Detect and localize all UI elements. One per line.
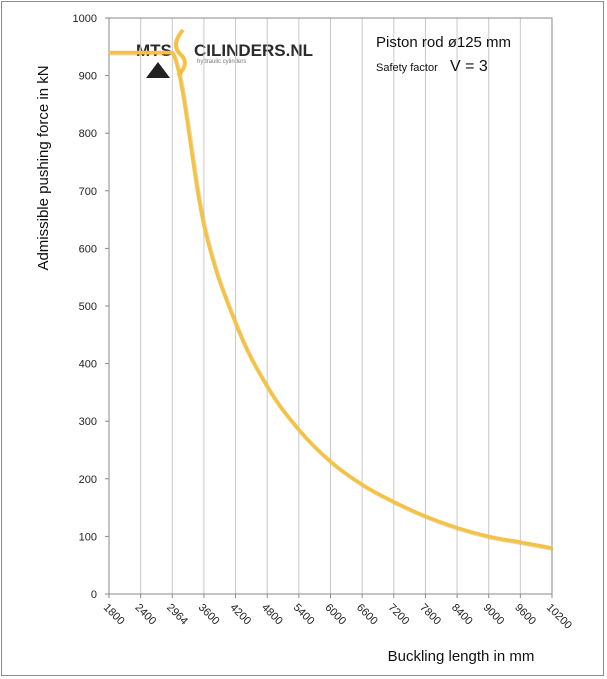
annotation-safety-value: V = 3 — [450, 58, 488, 75]
y-tick-label: 600 — [79, 243, 97, 255]
logo-subtitle: hydraulic cylinders — [197, 59, 246, 65]
y-tick-label: 100 — [79, 531, 97, 543]
series-point — [171, 52, 173, 54]
series-point — [203, 224, 205, 226]
y-tick-label: 400 — [79, 359, 97, 371]
y-tick-label: 300 — [79, 416, 97, 428]
x-tick-labels: 1800 2400 2964 3600 4200 4800 5400 6000 6600 7200… — [101, 594, 574, 632]
series-point — [456, 527, 458, 529]
series-line-shadow — [110, 51, 554, 551]
series-point — [330, 461, 331, 463]
y-tick-label: 900 — [79, 71, 97, 83]
series-point — [108, 52, 110, 54]
x-tick-label: 7800 — [417, 602, 443, 628]
x-tick-label: 2400 — [133, 602, 159, 628]
series-point — [266, 386, 268, 388]
x-tick-label: 4200 — [227, 602, 253, 628]
x-tick-label: 6000 — [322, 602, 348, 628]
series-point — [235, 322, 237, 324]
series-point — [519, 541, 521, 543]
logo-right-text: CILINDERS.NL — [194, 41, 313, 60]
series-point — [298, 429, 300, 431]
series-point — [551, 547, 553, 549]
series-line — [109, 50, 553, 550]
company-logo: MTS CILINDERS.NL hydraulic cylinders — [136, 28, 313, 78]
x-tick-label: 7200 — [386, 602, 412, 628]
logo-triangle-icon — [146, 62, 170, 78]
logo-left-text: MTS — [136, 41, 172, 60]
y-tick-labels: 0 100 200 300 400 500 600 700 800 900 1000 — [73, 13, 109, 601]
series-point — [393, 501, 395, 503]
x-tick-label: 3600 — [196, 602, 222, 628]
x-tick-label: 4800 — [259, 602, 285, 628]
y-tick-label: 800 — [79, 128, 97, 140]
logo-swoosh-icon — [174, 28, 187, 78]
x-tick-label: 9000 — [481, 602, 507, 628]
y-tick-label: 500 — [79, 301, 97, 313]
x-tick-label: 9600 — [512, 602, 538, 628]
x-tick-label: 1800 — [101, 602, 127, 628]
y-tick-label: 0 — [91, 589, 97, 601]
y-axis-title: Admissible pushing force in kN — [35, 65, 52, 270]
series-point — [361, 484, 363, 486]
series-point — [424, 515, 426, 517]
annotation-piston-rod: Piston rod ø125 mm — [376, 34, 511, 51]
y-tick-label: 200 — [79, 474, 97, 486]
vertical-grid — [140, 18, 553, 594]
x-tick-label: 5400 — [291, 602, 317, 628]
series-point — [140, 52, 142, 54]
series-point — [488, 535, 490, 537]
annotation-safety-label: Safety factor — [376, 62, 438, 74]
y-tick-label: 700 — [79, 186, 97, 198]
x-tick-label: 6600 — [354, 602, 380, 628]
x-axis-title: Buckling length in mm — [388, 648, 535, 665]
x-tick-label: 2964 — [164, 602, 190, 628]
series-layer — [108, 50, 554, 551]
x-tick-label: 10200 — [544, 602, 574, 632]
x-tick-label: 8400 — [449, 602, 475, 628]
y-tick-label: 1000 — [73, 13, 97, 25]
